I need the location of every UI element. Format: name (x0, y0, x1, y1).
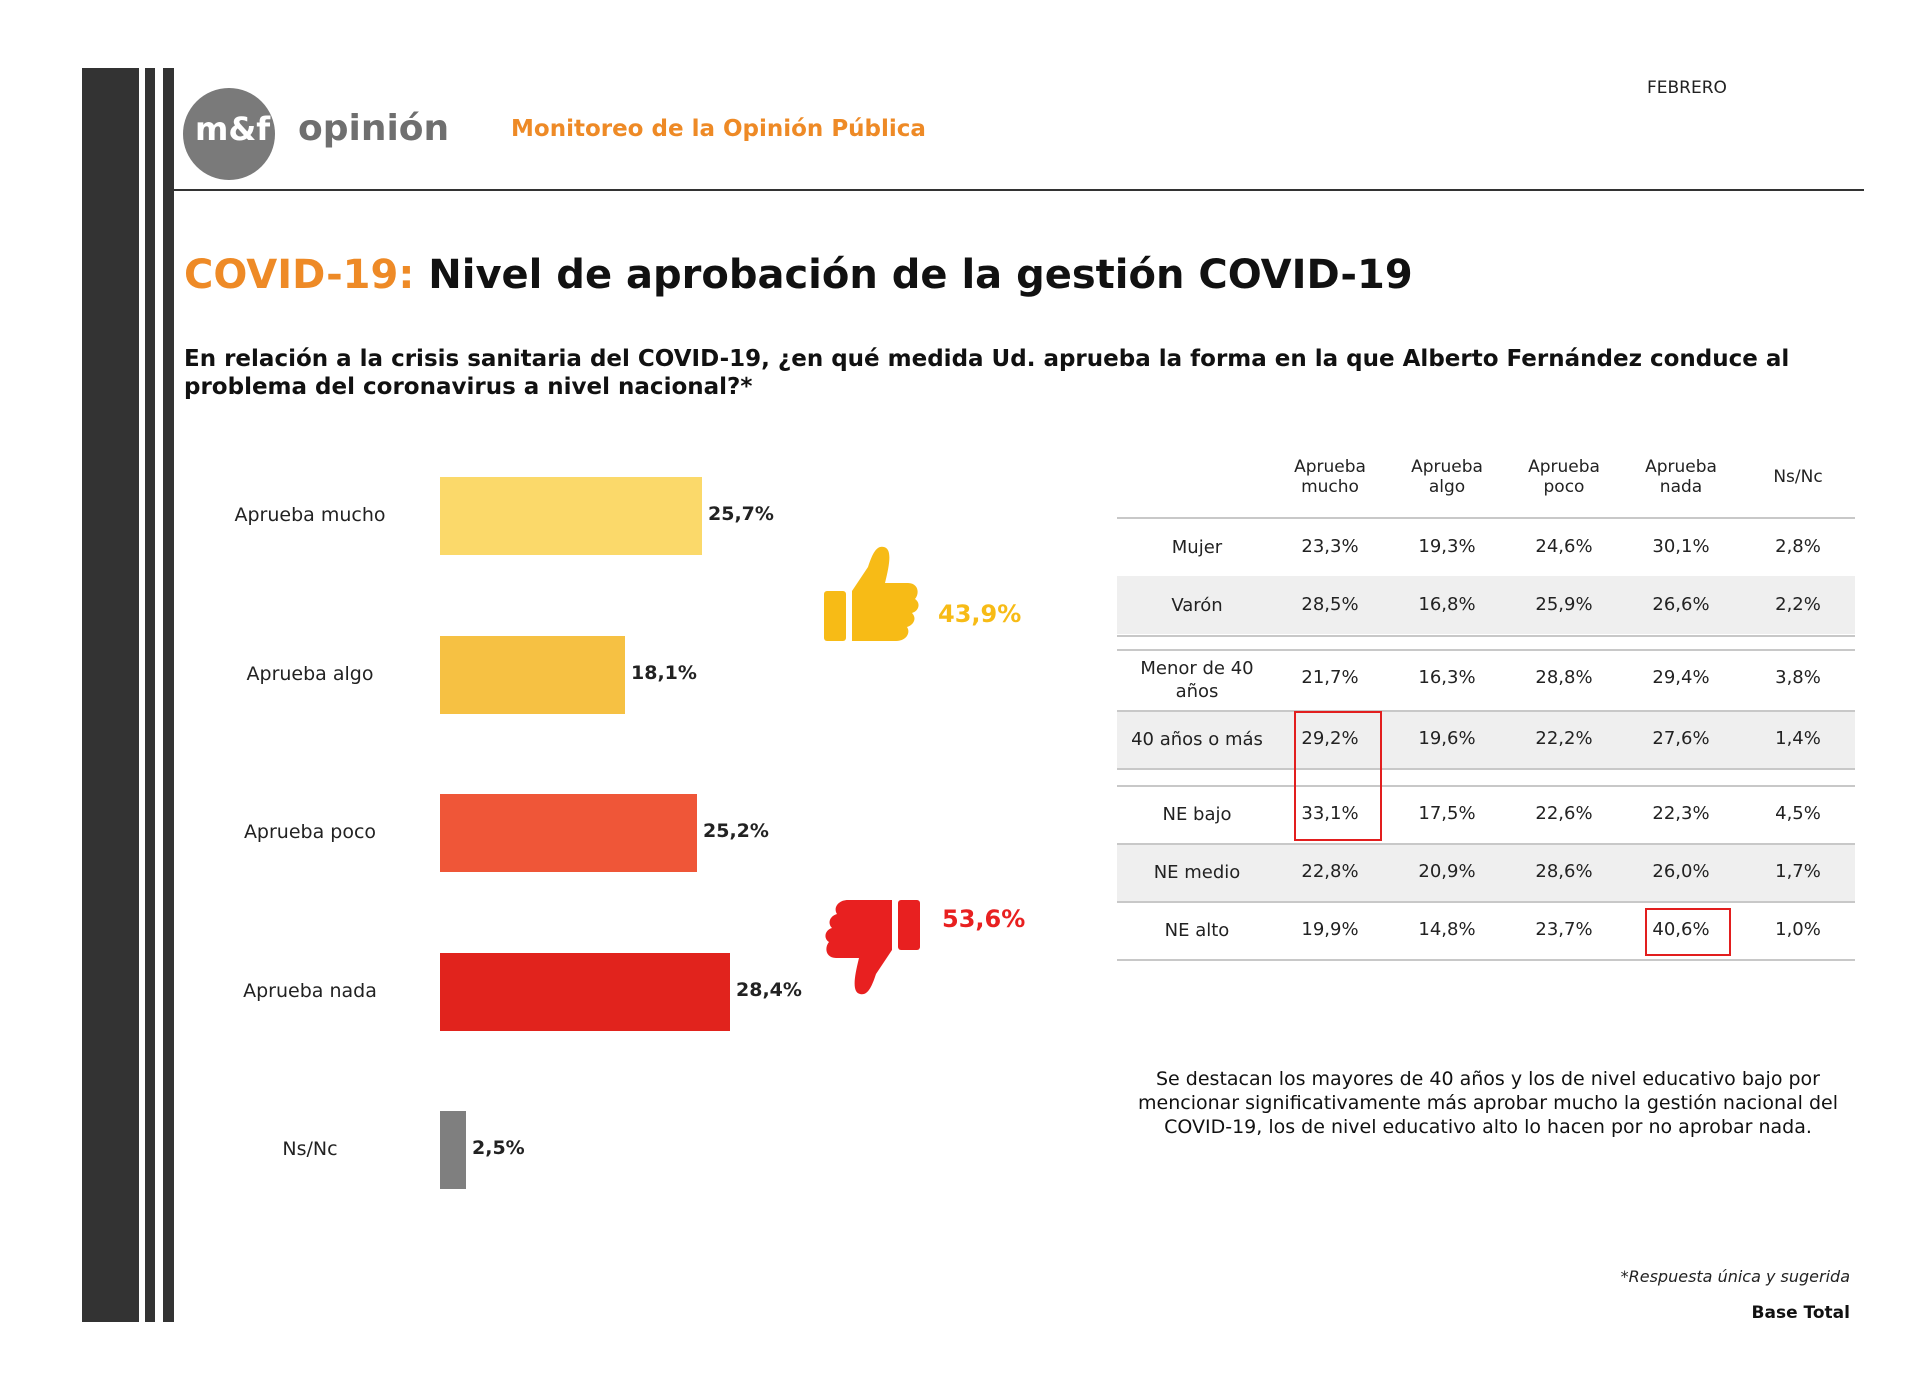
table-cell: 2,2% (1775, 594, 1821, 615)
title-prefix: COVID-19: (184, 252, 415, 298)
decorative-stripe (163, 68, 174, 1322)
footnote: *Respuesta única y sugerida (1620, 1267, 1850, 1286)
table-cell: 16,3% (1418, 667, 1476, 688)
bar-category-label: Aprueba nada (243, 980, 377, 1002)
table-cell: 20,9% (1418, 861, 1476, 882)
decorative-stripe (145, 68, 155, 1322)
column-header: Aprueba nada (1645, 457, 1717, 497)
table-row-label: NE medio (1153, 862, 1241, 883)
bar (440, 794, 697, 872)
survey-question: En relación a la crisis sanitaria del CO… (184, 346, 1790, 400)
table-cell: 4,5% (1775, 803, 1821, 824)
table-row-shade (1117, 576, 1855, 634)
thumbs-down-icon (825, 900, 920, 995)
table-cell: 28,8% (1535, 667, 1593, 688)
table-cell: 1,4% (1775, 728, 1821, 749)
table-cell: 22,8% (1301, 861, 1359, 882)
bar-value-label: 18,1% (631, 662, 697, 684)
highlight-box (1294, 711, 1382, 841)
table-divider (1117, 649, 1855, 651)
table-divider (1117, 710, 1855, 712)
bar (440, 477, 702, 555)
approve-total-label: 43,9% (938, 600, 1022, 628)
table-cell: 1,0% (1775, 919, 1821, 940)
bar-category-label: Ns/Nc (282, 1138, 338, 1160)
table-cell: 2,8% (1775, 536, 1821, 557)
bar-value-label: 28,4% (736, 979, 802, 1001)
table-row-shade (1117, 710, 1855, 768)
bar (440, 1111, 466, 1189)
table-cell: 22,2% (1535, 728, 1593, 749)
report-month: FEBRERO (1647, 78, 1727, 98)
decorative-stripe (82, 68, 139, 1322)
table-row-label: Varón (1171, 595, 1223, 616)
bar-category-label: Aprueba mucho (234, 504, 386, 526)
table-cell: 1,7% (1775, 861, 1821, 882)
base-label: Base Total (1751, 1303, 1850, 1323)
bar (440, 636, 625, 714)
table-cell: 27,6% (1652, 728, 1710, 749)
page-title: COVID-19: Nivel de aprobación de la gest… (184, 252, 1413, 298)
table-cell: 17,5% (1418, 803, 1476, 824)
table-row-label: NE alto (1164, 920, 1230, 941)
column-header: Ns/Nc (1773, 467, 1823, 487)
table-row-label: Menor de 40 años (1140, 658, 1254, 702)
table-cell: 26,0% (1652, 861, 1710, 882)
table-divider (1117, 901, 1855, 903)
table-cell: 22,3% (1652, 803, 1710, 824)
insight-note: Se destacan los mayores de 40 años y los… (1138, 1068, 1838, 1138)
table-divider (1117, 635, 1855, 637)
bar (440, 953, 730, 1031)
table-cell: 19,9% (1301, 919, 1359, 940)
table-cell: 33,1% (1301, 803, 1359, 824)
table-cell: 23,7% (1535, 919, 1593, 940)
table-divider (1117, 768, 1855, 770)
table-cell: 19,6% (1418, 728, 1476, 749)
table-cell: 14,8% (1418, 919, 1476, 940)
table-cell: 29,2% (1301, 728, 1359, 749)
table-cell: 16,8% (1418, 594, 1476, 615)
column-header: Aprueba mucho (1294, 457, 1366, 497)
bar-category-label: Aprueba algo (246, 663, 374, 685)
table-row-label: Mujer (1171, 537, 1223, 558)
table-cell: 28,5% (1301, 594, 1359, 615)
table-row-label: 40 años o más (1131, 729, 1263, 750)
column-header: Aprueba poco (1528, 457, 1600, 497)
column-header: Aprueba algo (1411, 457, 1483, 497)
logo-word: opinión (298, 108, 450, 149)
logo-mark: m&f (195, 110, 271, 148)
bar-category-label: Aprueba poco (243, 821, 377, 843)
bar-value-label: 2,5% (472, 1137, 525, 1159)
header-divider (174, 189, 1864, 191)
table-cell: 30,1% (1652, 536, 1710, 557)
table-cell: 24,6% (1535, 536, 1593, 557)
table-row-label: NE bajo (1162, 804, 1232, 825)
header-subtitle: Monitoreo de la Opinión Pública (511, 116, 926, 142)
table-cell: 3,8% (1775, 667, 1821, 688)
table-cell: 25,9% (1535, 594, 1593, 615)
table-cell: 19,3% (1418, 536, 1476, 557)
table-row-shade (1117, 843, 1855, 901)
table-divider (1117, 785, 1855, 787)
table-cell: 28,6% (1535, 861, 1593, 882)
title-main: Nivel de aprobación de la gestión COVID-… (428, 252, 1413, 298)
bar-value-label: 25,7% (708, 503, 774, 525)
highlight-box (1645, 908, 1731, 956)
disapprove-total-label: 53,6% (942, 905, 1026, 933)
table-divider (1117, 843, 1855, 845)
table-cell: 21,7% (1301, 667, 1359, 688)
logo (183, 88, 275, 180)
thumbs-up-icon (824, 546, 919, 641)
table-cell: 26,6% (1652, 594, 1710, 615)
table-cell: 40,6% (1652, 919, 1710, 940)
table-cell: 29,4% (1652, 667, 1710, 688)
table-cell: 23,3% (1301, 536, 1359, 557)
table-cell: 22,6% (1535, 803, 1593, 824)
table-divider (1117, 517, 1855, 519)
bar-value-label: 25,2% (703, 820, 769, 842)
table-divider (1117, 959, 1855, 961)
